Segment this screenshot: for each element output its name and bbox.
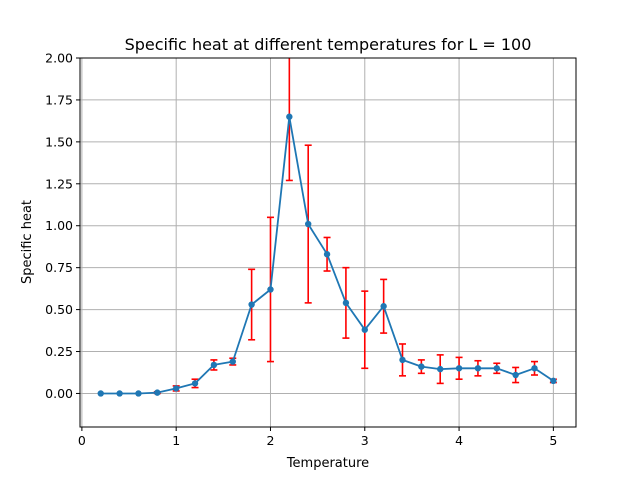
data-point <box>135 390 142 397</box>
data-point <box>267 286 274 293</box>
data-point <box>399 356 406 364</box>
data-point <box>531 365 538 372</box>
x-tick-label: 5 <box>549 433 557 448</box>
chart-title: Specific heat at different temperatures … <box>125 35 532 54</box>
data-point <box>361 326 368 333</box>
y-tick-label: 1.50 <box>45 134 73 149</box>
data-point <box>418 363 425 370</box>
data-point <box>323 251 331 258</box>
data-point <box>154 389 161 396</box>
x-tick-label: 3 <box>361 433 369 448</box>
data-point <box>172 385 180 392</box>
grid <box>80 57 576 427</box>
y-tick-label: 0.00 <box>45 386 73 401</box>
x-axis-label: Temperature <box>286 456 369 471</box>
data-point <box>455 365 463 372</box>
data-point <box>474 365 482 372</box>
x-axis-ticks: 0 1 2 3 4 5 <box>78 427 557 448</box>
y-tick-label: 1.75 <box>45 92 73 107</box>
data-point <box>286 113 293 120</box>
y-tick-label: 2.00 <box>45 51 73 66</box>
data-point <box>191 380 199 387</box>
x-tick-label: 4 <box>455 433 463 448</box>
y-axis-label: Specific heat <box>20 200 35 284</box>
data-point <box>493 365 500 372</box>
plot-frame <box>79 57 577 428</box>
y-tick-label: 0.75 <box>45 260 73 275</box>
data-point <box>229 358 236 365</box>
data-point <box>550 377 557 385</box>
data-point <box>437 365 444 373</box>
x-tick-label: 0 <box>78 433 86 448</box>
x-tick-label: 1 <box>172 433 180 448</box>
data-point <box>342 299 350 307</box>
data-point <box>380 303 387 310</box>
y-tick-label: 1.00 <box>45 218 73 233</box>
y-tick-label: 0.25 <box>45 344 73 359</box>
data-point <box>248 301 255 308</box>
data-point <box>512 371 519 379</box>
data-point <box>210 361 218 369</box>
y-axis-ticks: 0.00 0.25 0.50 0.75 1.00 1.25 1.50 1.75 2.00 <box>45 51 80 401</box>
x-tick-label: 2 <box>267 433 275 448</box>
data-point <box>116 390 123 397</box>
data-point <box>304 220 312 228</box>
y-tick-label: 0.50 <box>45 302 73 317</box>
data-point <box>97 390 104 397</box>
data-points <box>97 113 557 397</box>
y-tick-label: 1.25 <box>45 176 73 191</box>
